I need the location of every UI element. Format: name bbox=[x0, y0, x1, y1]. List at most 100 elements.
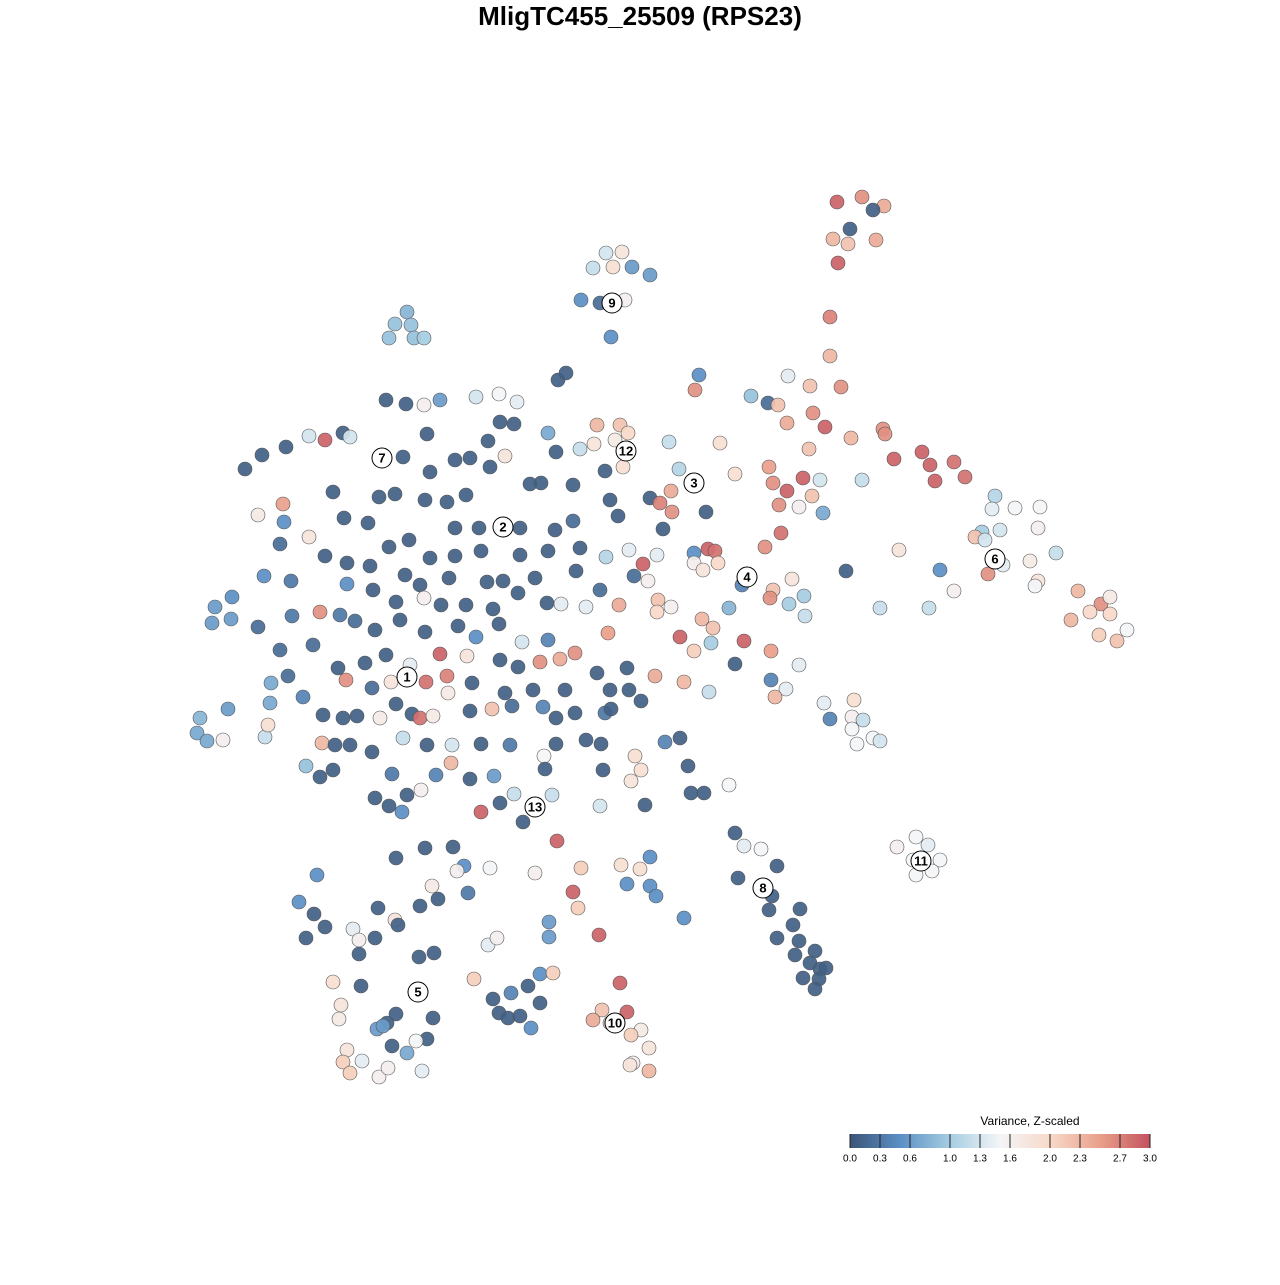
point bbox=[398, 396, 414, 412]
point bbox=[696, 785, 712, 801]
point bbox=[540, 425, 556, 441]
point bbox=[250, 619, 266, 635]
point bbox=[791, 499, 807, 515]
point bbox=[426, 945, 442, 961]
point bbox=[567, 645, 583, 661]
point bbox=[401, 532, 417, 548]
point bbox=[649, 604, 665, 620]
point bbox=[619, 876, 635, 892]
point bbox=[504, 698, 520, 714]
point bbox=[603, 701, 619, 717]
colorbar-title: Variance, Z-scaled bbox=[980, 1114, 1079, 1128]
point bbox=[683, 785, 699, 801]
point bbox=[339, 555, 355, 571]
point bbox=[325, 974, 341, 990]
point bbox=[416, 330, 432, 346]
point bbox=[298, 930, 314, 946]
point bbox=[537, 761, 553, 777]
point bbox=[335, 1054, 351, 1070]
point bbox=[370, 900, 386, 916]
point bbox=[761, 902, 777, 918]
colorbar-tick-label: 3.0 bbox=[1143, 1154, 1157, 1165]
point bbox=[353, 978, 369, 994]
point bbox=[807, 981, 823, 997]
point bbox=[797, 608, 813, 624]
point bbox=[572, 540, 588, 556]
point bbox=[489, 930, 505, 946]
point bbox=[342, 1065, 358, 1081]
point bbox=[491, 616, 507, 632]
point bbox=[309, 867, 325, 883]
point bbox=[399, 304, 415, 320]
point bbox=[635, 556, 651, 572]
point bbox=[390, 917, 406, 933]
point bbox=[540, 632, 556, 648]
point bbox=[325, 484, 341, 500]
point bbox=[495, 573, 511, 589]
point bbox=[1030, 520, 1046, 536]
point bbox=[351, 946, 367, 962]
point bbox=[440, 685, 456, 701]
point bbox=[381, 539, 397, 555]
point bbox=[872, 733, 888, 749]
point bbox=[471, 520, 487, 536]
point bbox=[736, 633, 752, 649]
point bbox=[237, 461, 253, 477]
point bbox=[215, 732, 231, 748]
cluster-label: 5 bbox=[414, 984, 421, 999]
point bbox=[632, 861, 648, 877]
point bbox=[428, 767, 444, 783]
point bbox=[535, 699, 551, 715]
point bbox=[637, 797, 653, 813]
point bbox=[592, 582, 608, 598]
point bbox=[792, 901, 808, 917]
point bbox=[558, 365, 574, 381]
point bbox=[512, 547, 528, 563]
point bbox=[597, 463, 613, 479]
point bbox=[767, 689, 783, 705]
cluster-label: 11 bbox=[914, 853, 928, 868]
point bbox=[541, 914, 557, 930]
point bbox=[439, 668, 455, 684]
point bbox=[432, 392, 448, 408]
point bbox=[712, 435, 728, 451]
point bbox=[480, 433, 496, 449]
point bbox=[1070, 583, 1086, 599]
point bbox=[816, 695, 832, 711]
point bbox=[585, 260, 601, 276]
point bbox=[375, 1018, 391, 1034]
point bbox=[605, 259, 621, 275]
point bbox=[502, 737, 518, 753]
point bbox=[614, 244, 630, 260]
point bbox=[769, 858, 785, 874]
point bbox=[312, 604, 328, 620]
point bbox=[395, 730, 411, 746]
point bbox=[548, 736, 564, 752]
point bbox=[736, 838, 752, 854]
cluster-label: 2 bbox=[499, 519, 506, 534]
point bbox=[642, 267, 658, 283]
point bbox=[914, 444, 930, 460]
point bbox=[844, 721, 860, 737]
point bbox=[822, 348, 838, 364]
point bbox=[384, 766, 400, 782]
point bbox=[743, 388, 759, 404]
point bbox=[378, 647, 394, 663]
point bbox=[447, 452, 463, 468]
point bbox=[349, 708, 365, 724]
point bbox=[512, 520, 528, 536]
point bbox=[663, 599, 679, 615]
cluster-label-bg bbox=[371, 447, 393, 469]
point bbox=[548, 710, 564, 726]
point bbox=[843, 430, 859, 446]
colorbar-tick-label: 2.7 bbox=[1113, 1154, 1127, 1165]
point bbox=[642, 849, 658, 865]
point bbox=[403, 317, 419, 333]
cluster-label-bg bbox=[984, 548, 1006, 570]
point bbox=[757, 539, 773, 555]
point bbox=[500, 1010, 516, 1026]
point bbox=[295, 689, 311, 705]
point bbox=[527, 570, 543, 586]
point bbox=[817, 419, 833, 435]
point bbox=[360, 515, 376, 531]
